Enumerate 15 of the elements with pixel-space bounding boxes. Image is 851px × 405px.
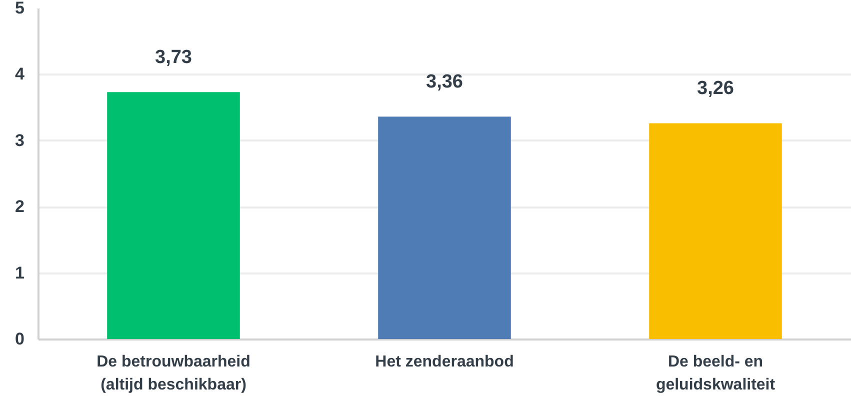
- y-tick-label: 3: [15, 130, 24, 150]
- bar: [649, 123, 782, 339]
- bar: [378, 116, 511, 339]
- y-tick-label: 4: [15, 64, 26, 84]
- y-tick-label: 0: [15, 330, 24, 348]
- data-label: 3,36: [426, 72, 463, 93]
- y-tick-label: 1: [15, 263, 24, 282]
- bar: [107, 92, 240, 339]
- y-tick-label: 2: [15, 197, 24, 216]
- x-tick-label: De betrouwbaarheid (altijd beschikbaar): [96, 354, 250, 394]
- y-tick-label: 5: [15, 0, 24, 18]
- x-tick-label: Het zenderaanbod: [375, 354, 514, 370]
- data-label: 3,26: [697, 78, 734, 100]
- data-label: 3,73: [155, 47, 192, 68]
- x-tick-label: De beeld- en geluidskwaliteit: [656, 354, 776, 394]
